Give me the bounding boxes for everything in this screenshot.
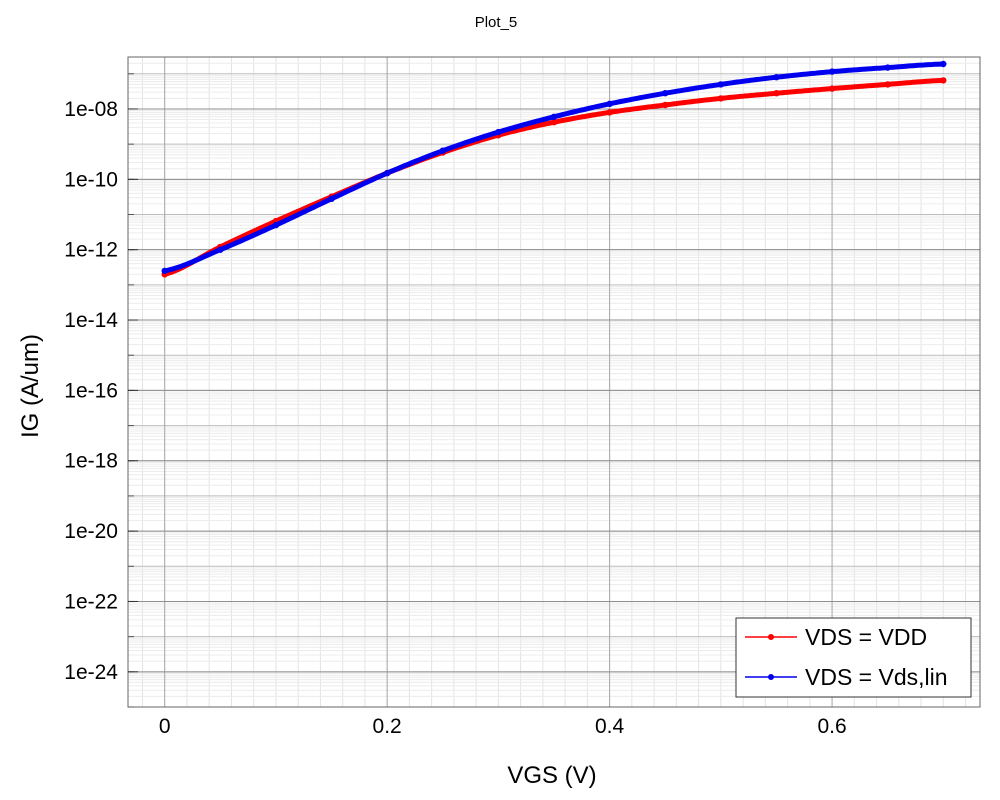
y-tick-label: 1e-12 (64, 239, 118, 262)
legend-box (735, 617, 972, 698)
series-line-1 (162, 61, 946, 274)
data-point-1 (439, 147, 446, 154)
legend-label-1: VDS = Vds,lin (805, 664, 948, 690)
data-point-0 (884, 81, 891, 88)
series-layer (161, 60, 947, 278)
chart-title: Plot_5 (475, 14, 518, 31)
legend-label-0: VDS = VDD (805, 624, 927, 650)
x-tick-label: 0 (159, 715, 171, 738)
data-point-1 (495, 128, 502, 136)
data-point-0 (828, 85, 836, 92)
legend-item-0: VDS = VDD (745, 624, 927, 650)
data-point-0 (940, 77, 947, 84)
legend-item-1: VDS = Vds,lin (745, 664, 948, 690)
series-line-0 (162, 77, 946, 277)
data-point-1 (717, 81, 724, 88)
data-point-0 (662, 101, 669, 109)
data-point-1 (217, 246, 224, 253)
legend: VDS = VDD VDS = Vds,lin (735, 617, 972, 698)
data-point-0 (550, 119, 558, 126)
x-axis-label: VGS (V) (507, 762, 596, 789)
legend-marker-0 (768, 634, 774, 640)
data-point-1 (773, 74, 780, 81)
y-tick-label: 1e-16 (64, 379, 118, 402)
y-axis-label: IG (A/um) (17, 334, 44, 438)
y-tick-label: 1e-20 (64, 520, 118, 543)
data-point-1 (550, 113, 558, 121)
y-tick-label: 1e-08 (64, 98, 118, 121)
data-point-0 (606, 109, 613, 116)
data-point-1 (272, 221, 280, 229)
data-point-1 (606, 100, 613, 108)
grid (128, 56, 980, 708)
axis-ticks: 0 0.2 0.4 0.6 1e-08 1e-10 1e-12 1e-14 1e-16 1e-18… (64, 73, 847, 738)
data-point-1 (828, 68, 836, 75)
y-tick-label: 1e-18 (64, 450, 118, 473)
y-tick-label: 1e-22 (64, 590, 118, 613)
data-point-0 (773, 90, 780, 97)
x-tick-label: 0.4 (595, 715, 625, 738)
y-tick-label: 1e-10 (64, 168, 118, 191)
y-tick-label: 1e-14 (64, 309, 118, 332)
data-point-1 (161, 267, 168, 275)
data-point-1 (328, 195, 335, 202)
data-point-1 (884, 64, 891, 71)
x-tick-label: 0.6 (817, 715, 846, 738)
data-point-0 (717, 95, 724, 102)
data-point-1 (384, 169, 391, 177)
legend-marker-1 (768, 674, 774, 680)
data-point-1 (662, 90, 669, 97)
y-tick-label: 1e-24 (64, 661, 118, 684)
data-point-1 (940, 60, 947, 68)
plot-frame (127, 56, 981, 708)
x-tick-label: 0.2 (373, 715, 402, 738)
